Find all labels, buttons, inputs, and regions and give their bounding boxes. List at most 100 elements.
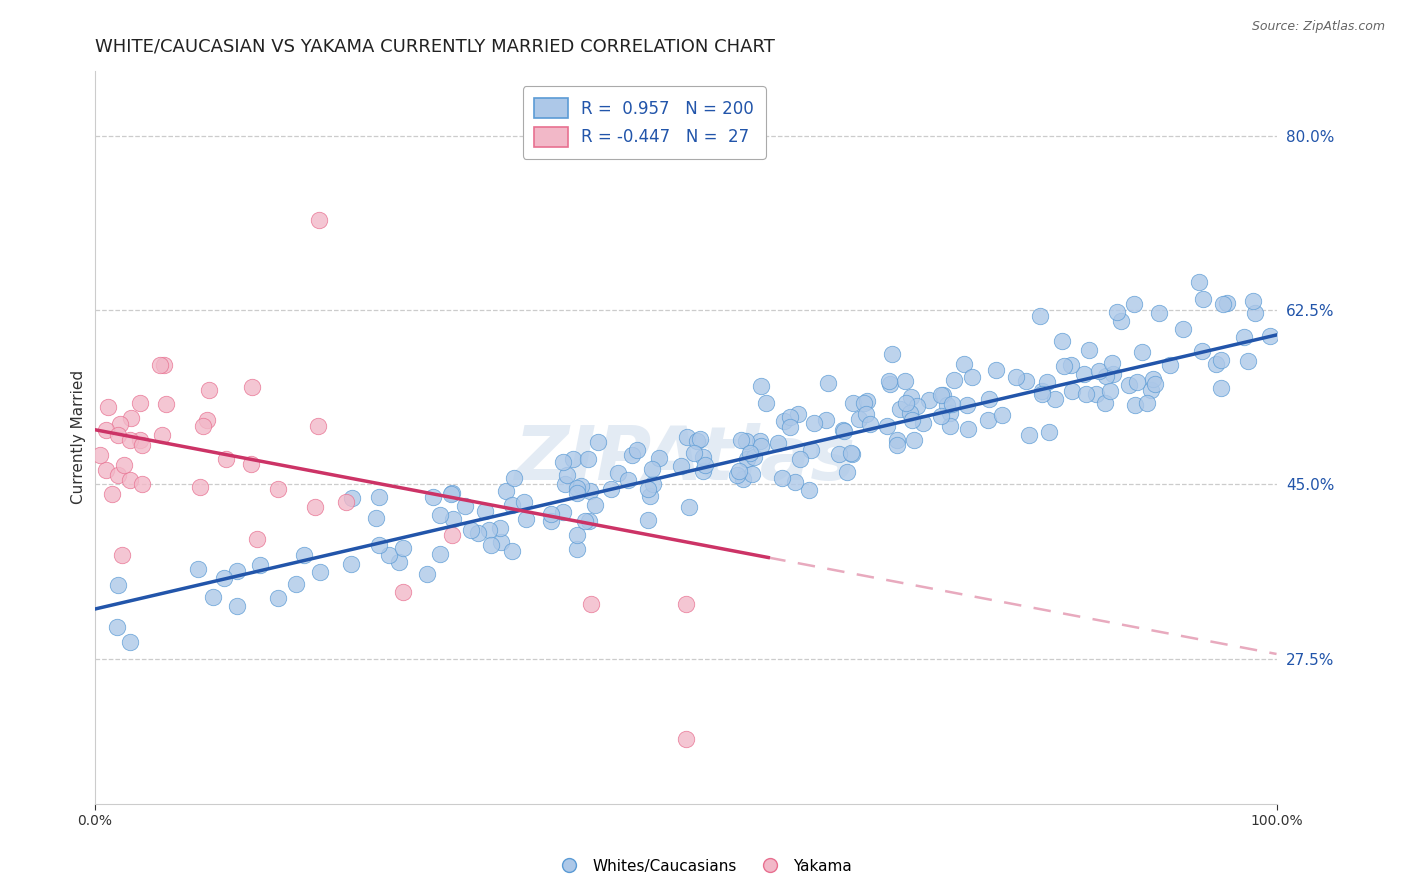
Point bbox=[1074, 386, 1097, 401]
Point bbox=[108, 417, 131, 431]
Point bbox=[1105, 304, 1128, 318]
Point bbox=[489, 521, 512, 535]
Point bbox=[901, 413, 924, 427]
Point bbox=[932, 388, 955, 402]
Point bbox=[855, 407, 877, 421]
Point bbox=[686, 434, 709, 448]
Point bbox=[503, 471, 526, 485]
Point bbox=[440, 527, 463, 541]
Point bbox=[725, 468, 748, 483]
Point bbox=[391, 584, 413, 599]
Point bbox=[429, 508, 451, 522]
Point bbox=[1118, 378, 1140, 392]
Point bbox=[772, 413, 794, 427]
Point bbox=[335, 495, 357, 509]
Point bbox=[1111, 314, 1133, 328]
Point bbox=[112, 458, 135, 472]
Point bbox=[640, 489, 662, 503]
Point bbox=[894, 396, 917, 410]
Point bbox=[574, 514, 596, 528]
Point bbox=[1123, 398, 1146, 412]
Point bbox=[1237, 354, 1260, 368]
Point bbox=[779, 420, 801, 434]
Point bbox=[1101, 356, 1123, 370]
Point bbox=[1173, 322, 1195, 336]
Point bbox=[733, 472, 755, 486]
Point bbox=[979, 392, 1001, 406]
Point bbox=[131, 477, 153, 491]
Point bbox=[153, 358, 176, 372]
Point bbox=[939, 419, 962, 434]
Point bbox=[599, 482, 621, 496]
Point bbox=[97, 401, 120, 415]
Point bbox=[956, 399, 979, 413]
Point bbox=[501, 543, 523, 558]
Point bbox=[107, 427, 129, 442]
Point bbox=[567, 481, 589, 495]
Point bbox=[565, 541, 588, 556]
Point bbox=[1094, 396, 1116, 410]
Point bbox=[515, 512, 537, 526]
Point bbox=[307, 419, 329, 434]
Point bbox=[540, 514, 562, 528]
Point bbox=[586, 434, 609, 449]
Point bbox=[1258, 328, 1281, 343]
Point bbox=[783, 475, 806, 490]
Point bbox=[551, 455, 574, 469]
Point bbox=[626, 442, 648, 457]
Point bbox=[787, 407, 810, 421]
Point bbox=[441, 486, 464, 500]
Point bbox=[226, 564, 249, 578]
Legend: Whites/Caucasians, Yakama: Whites/Caucasians, Yakama bbox=[548, 853, 858, 880]
Point bbox=[929, 409, 952, 423]
Point bbox=[225, 599, 247, 614]
Point bbox=[441, 512, 464, 526]
Point bbox=[799, 483, 821, 497]
Point bbox=[249, 558, 271, 572]
Point bbox=[392, 541, 415, 555]
Point bbox=[89, 448, 111, 462]
Point bbox=[478, 523, 501, 537]
Point bbox=[240, 379, 263, 393]
Point bbox=[579, 483, 602, 498]
Point bbox=[735, 434, 758, 448]
Point bbox=[551, 505, 574, 519]
Point bbox=[107, 467, 129, 482]
Point bbox=[740, 446, 762, 460]
Point bbox=[637, 513, 659, 527]
Point bbox=[960, 369, 983, 384]
Point bbox=[1101, 367, 1123, 381]
Point bbox=[693, 458, 716, 473]
Point bbox=[1099, 384, 1122, 398]
Point bbox=[837, 465, 859, 479]
Point bbox=[669, 458, 692, 473]
Point bbox=[1038, 425, 1060, 439]
Point bbox=[1243, 293, 1265, 308]
Point bbox=[1122, 297, 1144, 311]
Point bbox=[1159, 358, 1181, 372]
Point bbox=[467, 525, 489, 540]
Point bbox=[676, 430, 699, 444]
Point bbox=[607, 467, 630, 481]
Point bbox=[675, 597, 697, 611]
Point bbox=[952, 357, 974, 371]
Point bbox=[848, 411, 870, 425]
Point bbox=[859, 417, 882, 431]
Point bbox=[692, 464, 714, 478]
Point bbox=[118, 433, 141, 447]
Point bbox=[882, 346, 904, 360]
Point bbox=[678, 500, 700, 514]
Point bbox=[1073, 368, 1095, 382]
Point bbox=[900, 390, 922, 404]
Point bbox=[749, 440, 772, 454]
Point bbox=[1205, 357, 1227, 371]
Point bbox=[339, 557, 361, 571]
Point bbox=[149, 358, 172, 372]
Point bbox=[991, 408, 1014, 422]
Point bbox=[214, 571, 236, 585]
Point bbox=[155, 397, 177, 411]
Point bbox=[929, 387, 952, 401]
Point bbox=[856, 393, 879, 408]
Point bbox=[876, 418, 898, 433]
Point bbox=[107, 578, 129, 592]
